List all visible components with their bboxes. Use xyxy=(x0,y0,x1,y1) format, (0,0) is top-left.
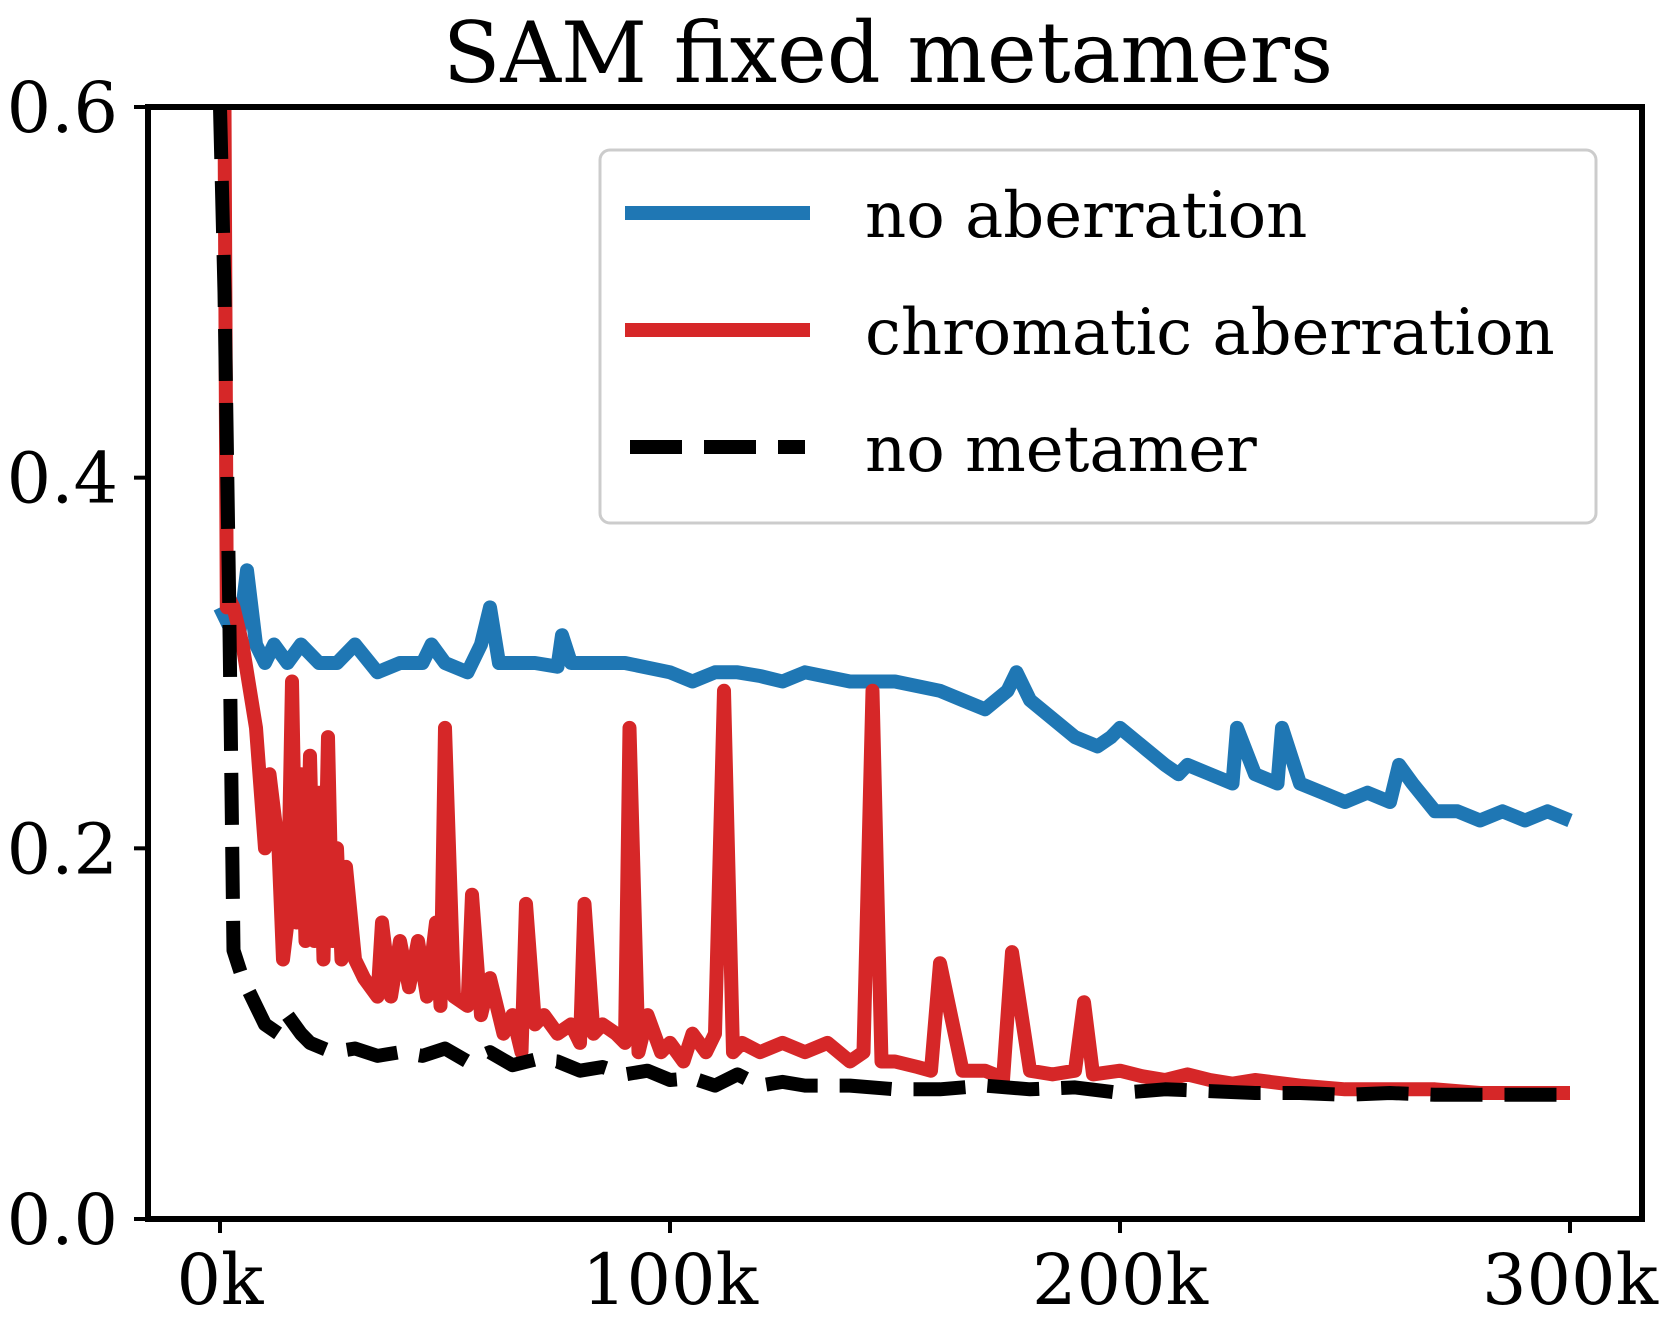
x-tick-label: 200k xyxy=(1032,1239,1209,1321)
y-tick-label: 0.6 xyxy=(7,67,118,149)
legend-label-chromatic-aberration: chromatic aberration xyxy=(865,296,1555,370)
legend-label-no-aberration: no aberration xyxy=(865,179,1307,253)
x-tick-label: 0k xyxy=(177,1239,265,1321)
legend-box xyxy=(598,148,1598,525)
series-line-no-aberration xyxy=(213,563,1573,828)
y-tick-label: 0.2 xyxy=(7,808,118,890)
x-tick-label: 300k xyxy=(1482,1239,1659,1321)
axis-layer: 0k 100k 200k 300k 0.0 0.2 0.4 0.6 xyxy=(7,67,1659,1321)
series-layer xyxy=(213,107,1573,1102)
y-tick-label: 0.0 xyxy=(7,1179,118,1261)
series-line-chromatic-aberration xyxy=(217,107,1570,1100)
x-tick-label: 100k xyxy=(582,1239,759,1321)
chart-title: SAM fixed metamers xyxy=(443,4,1333,102)
y-tick-label: 0.4 xyxy=(7,438,118,520)
plot-frame xyxy=(145,104,1645,1222)
legend: no aberration chromatic aberration no me… xyxy=(598,148,1598,525)
legend-label-no-metamer: no metamer xyxy=(865,413,1257,487)
series-line-no-metamer xyxy=(213,107,1570,1102)
